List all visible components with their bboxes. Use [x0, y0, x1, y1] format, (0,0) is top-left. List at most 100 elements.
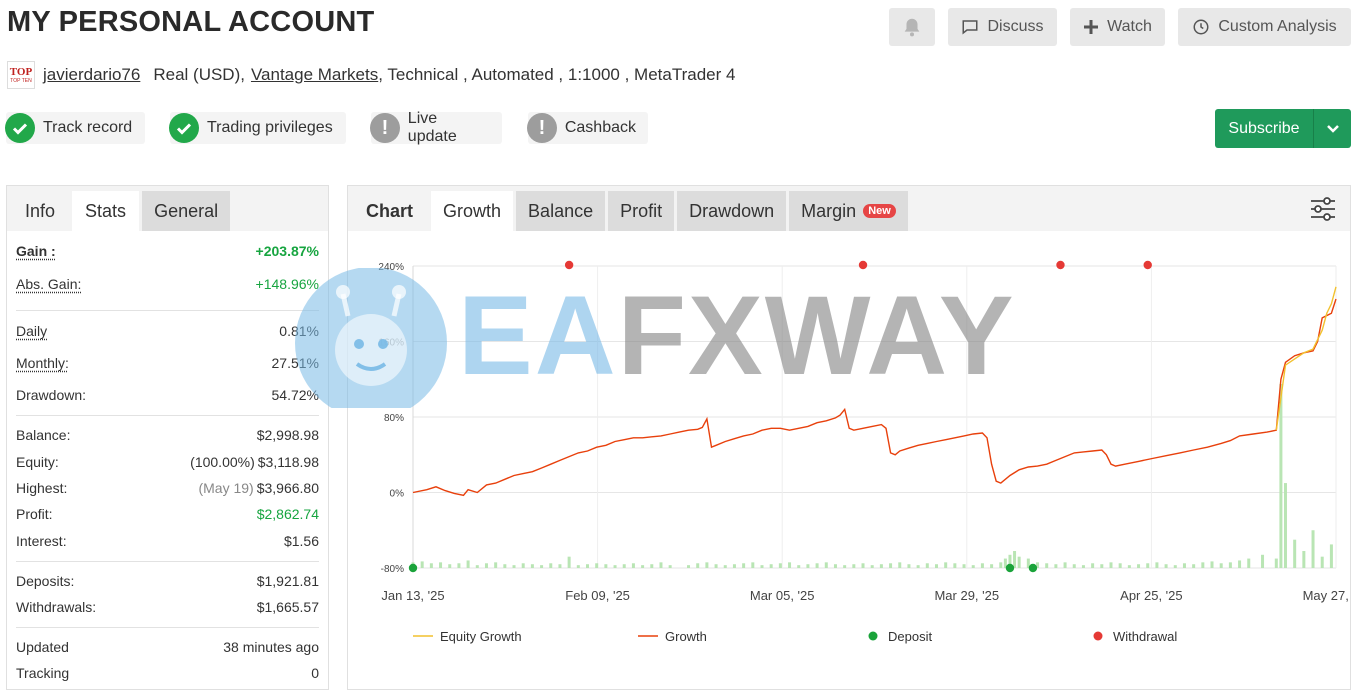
trade-volume-bar [889, 563, 893, 568]
trade-volume-bar [549, 563, 553, 568]
custom-analysis-button[interactable]: Custom Analysis [1178, 8, 1351, 46]
trade-volume-bar [1146, 563, 1150, 568]
growth-chart[interactable]: 240% 160% 80% 0% -80% Jan 13, '25 Feb 09, '25 M… [348, 231, 1350, 689]
clock-icon [1193, 19, 1209, 35]
trade-volume-bar [1081, 565, 1085, 568]
trade-volume-bar [585, 564, 589, 568]
stat-balance: Balance: $2,998.98 [16, 427, 319, 443]
stat-monthly: Monthly: 27.51% [16, 355, 319, 371]
trade-volume-bar [1063, 562, 1067, 568]
trade-volume-bar [439, 562, 443, 568]
tab-growth[interactable]: Growth [431, 191, 514, 231]
deposit-marker [408, 563, 418, 573]
deposit-marker [1028, 563, 1038, 573]
trade-volume-bar [1109, 562, 1113, 568]
trade-volume-bar [1127, 565, 1131, 568]
subscribe-label: Subscribe [1228, 119, 1300, 137]
custom-analysis-label: Custom Analysis [1218, 18, 1337, 35]
tab-stats[interactable]: Stats [72, 191, 140, 231]
trade-volume-bar [751, 562, 755, 568]
exclamation-icon: ! [370, 113, 400, 143]
trade-volume-bar [696, 563, 700, 568]
y-tick-label: 160% [378, 338, 404, 349]
x-tick-label: Mar 29, '25 [934, 588, 999, 603]
broker-link[interactable]: Vantage Markets [250, 65, 379, 84]
watch-button[interactable]: Watch [1070, 8, 1165, 46]
tab-balance[interactable]: Balance [516, 191, 606, 231]
trade-volume-bar [723, 565, 727, 568]
y-tick-label: 240% [378, 262, 404, 273]
trade-volume-bar [1329, 544, 1333, 568]
stats-panel: Info Stats General Gain : +203.87% Abs. … [6, 185, 329, 690]
trade-volume-bar [1210, 561, 1214, 568]
tab-profit[interactable]: Profit [608, 191, 675, 231]
username-link[interactable]: javierdario76 [43, 65, 141, 84]
stat-highest: Highest: (May 19) $3,966.80 [16, 480, 319, 496]
discuss-label: Discuss [987, 18, 1044, 35]
stat-profit: Profit: $2,862.74 [16, 506, 319, 522]
tab-general[interactable]: General [142, 191, 231, 231]
trade-volume-bar [521, 563, 525, 568]
trade-volume-bar [1302, 551, 1306, 568]
stat-withdrawals: Withdrawals: $1,665.57 [16, 599, 319, 615]
trade-volume-bar [1311, 530, 1315, 568]
trade-volume-bar [907, 564, 911, 568]
deposit-marker [1005, 563, 1015, 573]
x-tick-label: Jan 13, '25 [381, 588, 444, 603]
chart-settings-button[interactable] [1310, 196, 1336, 227]
discuss-button[interactable]: Discuss [948, 8, 1057, 46]
tab-info[interactable]: Info [7, 191, 70, 231]
trade-volume-bar [962, 564, 966, 568]
stat-gain: Gain : +203.87% [16, 243, 319, 259]
trade-volume-bar [870, 565, 874, 568]
stat-abs-gain: Abs. Gain: +148.96% [16, 276, 319, 292]
trade-volume-bar [475, 565, 479, 568]
trade-volume-bar [687, 565, 691, 568]
trade-volume-bar [604, 564, 608, 568]
trade-volume-bar [843, 565, 847, 568]
trade-volume-bar [448, 564, 452, 568]
trade-volume-bar [622, 564, 626, 568]
trade-volume-bar [953, 563, 957, 568]
watch-label: Watch [1107, 18, 1152, 35]
withdrawal-marker [564, 260, 574, 270]
stat-daily: Daily 0.81% [16, 323, 319, 339]
tab-drawdown[interactable]: Drawdown [677, 191, 787, 231]
trade-volume-bar [1247, 558, 1251, 568]
trade-volume-bar [1155, 562, 1159, 568]
trade-volume-bar [1091, 563, 1095, 568]
legend-deposit-swatch [868, 631, 878, 641]
trade-volume-bar [980, 563, 984, 568]
trade-volume-bar [760, 565, 764, 568]
notifications-button[interactable] [889, 8, 935, 46]
trade-volume-bar [1164, 564, 1168, 568]
trade-volume-bar [576, 565, 580, 568]
trading-privileges-badge: Trading privileges [169, 112, 346, 144]
trade-volume-bar [1228, 562, 1232, 568]
trade-volume-bar [650, 564, 654, 568]
trade-volume-bar [466, 560, 470, 568]
cashback-badge: ! Cashback [527, 112, 648, 144]
subscribe-dropdown-toggle[interactable] [1314, 124, 1351, 134]
trade-volume-bar [1238, 560, 1242, 568]
trade-volume-bar [1293, 539, 1297, 568]
legend-growth: Growth [665, 629, 707, 644]
y-tick-label: 80% [384, 413, 404, 424]
stat-equity: Equity: (100.00%) $3,118.98 [16, 454, 319, 470]
subscribe-button[interactable]: Subscribe [1215, 109, 1351, 148]
legend-deposit: Deposit [888, 629, 932, 644]
trade-volume-bar [429, 563, 433, 568]
trade-volume-bar [558, 564, 562, 568]
trade-volume-bar [824, 562, 828, 568]
check-icon [5, 113, 35, 143]
trade-volume-bar [420, 561, 424, 568]
trade-volume-bar [1320, 556, 1324, 568]
account-details: , Technical , Automated , 1:1000 , MetaT… [378, 65, 736, 84]
plus-icon [1084, 20, 1099, 34]
trade-volume-bar [934, 564, 938, 568]
trade-volume-bar [641, 565, 645, 568]
legend-withdrawal-swatch [1093, 631, 1103, 641]
trade-volume-bar [1279, 383, 1283, 568]
trade-volume-bar [944, 562, 948, 568]
tab-margin[interactable]: Margin New [789, 191, 908, 231]
